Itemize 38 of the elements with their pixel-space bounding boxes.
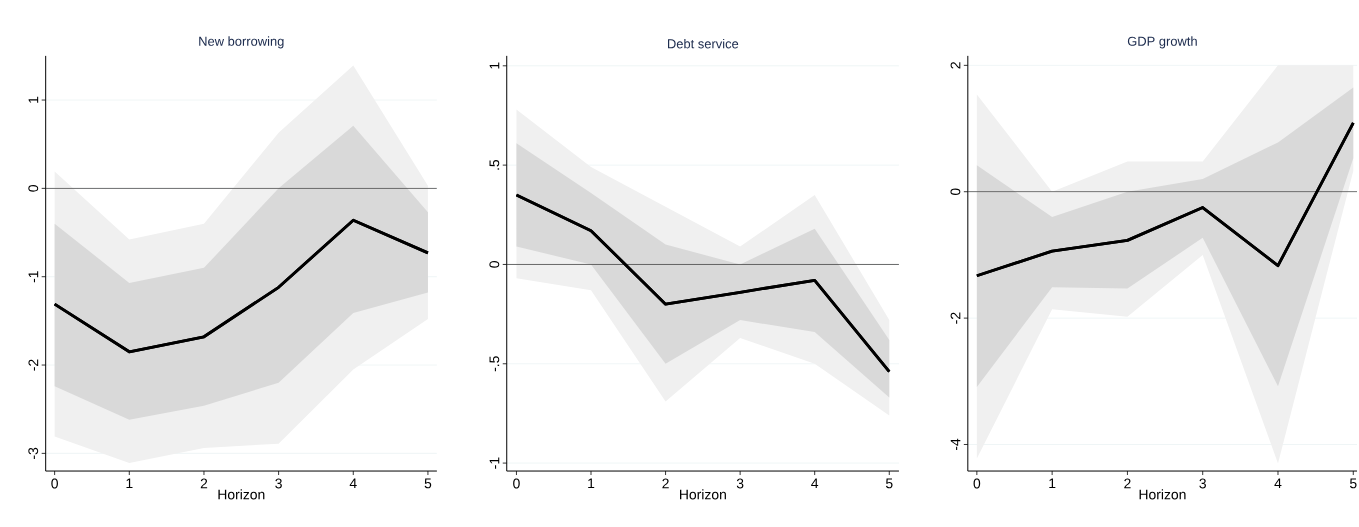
y-tick-label: -2 — [950, 312, 961, 324]
y-tick-label: -3 — [28, 447, 39, 459]
y-tick-label: 1 — [28, 96, 39, 103]
x-tick-label: 3 — [275, 478, 282, 489]
x-tick-label: 0 — [51, 478, 58, 489]
chart-title: New borrowing — [199, 36, 284, 49]
x-tick-label: 0 — [973, 478, 981, 489]
x-tick-label: 3 — [1199, 478, 1206, 489]
y-tick-label: -1 — [28, 271, 39, 283]
y-tick-label: -1 — [489, 457, 500, 469]
chart-title: Debt service — [668, 38, 739, 49]
x-tick-label: 5 — [424, 478, 432, 489]
y-tick-label: 1 — [489, 62, 500, 69]
x-tick-label: 5 — [885, 478, 893, 489]
x-tick-label: 4 — [349, 478, 357, 489]
x-axis-title: Horizon — [218, 489, 265, 500]
x-tick-label: 4 — [1274, 478, 1282, 489]
y-tick-label: -.5 — [489, 356, 500, 372]
x-tick-label: 4 — [811, 478, 819, 489]
y-tick-label: 0 — [950, 188, 961, 196]
y-tick-label: 0 — [489, 261, 500, 268]
x-tick-label: 1 — [126, 478, 133, 489]
y-tick-label: .5 — [489, 159, 500, 170]
x-tick-label: 2 — [1124, 478, 1131, 489]
x-tick-label: 2 — [200, 478, 208, 489]
x-axis-title: Horizon — [1139, 489, 1186, 500]
y-tick-label: 2 — [950, 62, 961, 69]
x-tick-label: 0 — [513, 478, 520, 489]
y-tick-label: 0 — [28, 185, 39, 192]
x-tick-label: 3 — [736, 478, 744, 489]
y-tick-label: -2 — [28, 359, 39, 371]
y-tick-label: -4 — [950, 438, 961, 451]
x-tick-label: 5 — [1349, 478, 1357, 489]
x-axis-title: Horizon — [680, 489, 726, 500]
chart-title: GDP growth — [1127, 36, 1197, 49]
x-tick-label: 1 — [1049, 478, 1056, 489]
x-tick-label: 1 — [588, 478, 595, 489]
x-tick-label: 2 — [662, 478, 669, 489]
